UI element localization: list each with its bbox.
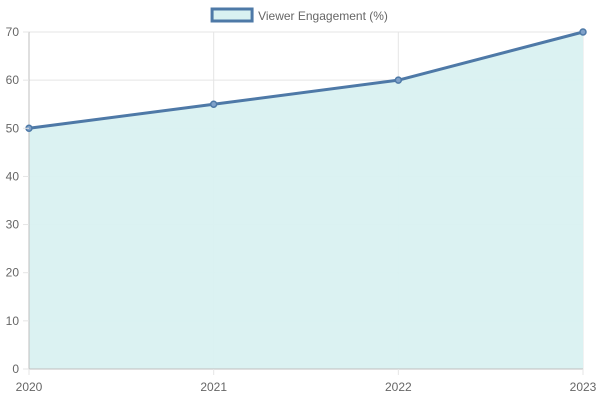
x-tick-label: 2020	[16, 380, 43, 394]
x-axis-ticks: 2020 2021 2022 2023	[16, 369, 597, 394]
series-line	[27, 30, 585, 130]
y-tick-label: 10	[6, 314, 20, 328]
legend-label[interactable]: Viewer Engagement (%)	[258, 9, 388, 23]
x-tick-label: 2023	[570, 380, 597, 394]
series-area-fill	[29, 32, 583, 369]
y-tick-label: 0	[12, 362, 19, 376]
y-tick-label: 20	[6, 266, 20, 280]
y-tick-label: 30	[6, 218, 20, 232]
data-point[interactable]	[209, 100, 218, 108]
legend-swatch[interactable]	[210, 7, 254, 23]
y-axis-ticks: 0 10 20 30 40 50 60 70	[6, 25, 29, 376]
y-tick-label: 50	[6, 121, 20, 135]
y-tick-label: 60	[6, 73, 20, 87]
area-fill-layer	[29, 32, 583, 369]
x-tick-label: 2021	[200, 380, 227, 394]
y-tick-label: 70	[6, 25, 20, 39]
axes	[28, 32, 583, 370]
x-tick-label: 2022	[385, 380, 412, 394]
y-tick-label: 40	[6, 169, 20, 183]
series-layer	[25, 28, 587, 133]
data-point[interactable]	[394, 76, 403, 84]
legend[interactable]: Viewer Engagement (%)	[210, 7, 388, 23]
data-point[interactable]	[579, 28, 587, 36]
